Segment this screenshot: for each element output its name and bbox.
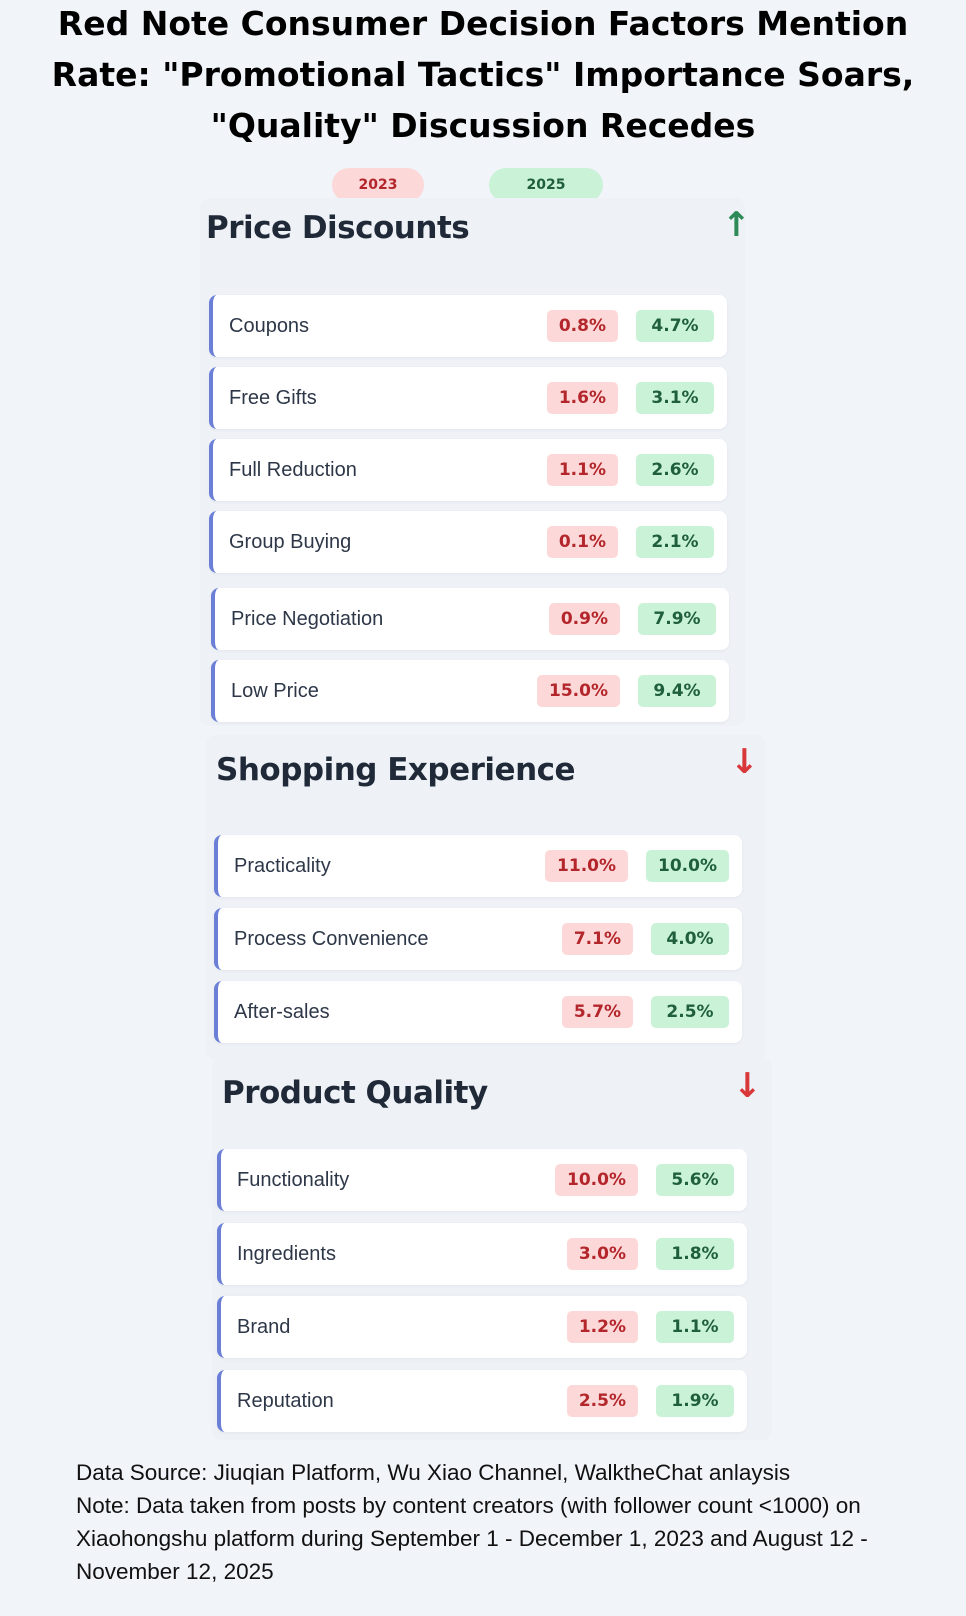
- value-2025: 1.8%: [656, 1238, 734, 1270]
- value-2023: 0.9%: [548, 603, 620, 635]
- row-label: Functionality: [237, 1168, 350, 1191]
- value-2023: 1.2%: [566, 1311, 638, 1343]
- value-2023: 0.1%: [546, 526, 618, 558]
- row-label: Process Convenience: [234, 927, 429, 950]
- value-2025: 5.6%: [656, 1164, 734, 1196]
- data-source: Data Source: Jiuqian Platform, Wu Xiao C…: [76, 1460, 791, 1485]
- footer: Data Source: Jiuqian Platform, Wu Xiao C…: [76, 1456, 946, 1588]
- legend-2023: 2023: [332, 168, 424, 202]
- value-2025: 2.1%: [636, 526, 714, 558]
- value-2023: 2.5%: [566, 1385, 638, 1417]
- row-label: Coupons: [229, 314, 310, 337]
- data-note: Note: Data taken from posts by content c…: [76, 1493, 868, 1584]
- value-2025: 3.1%: [636, 382, 714, 414]
- table-row: Coupons 0.8% 4.7%: [209, 295, 727, 357]
- value-2025: 7.9%: [638, 603, 716, 635]
- section-title: Product Quality: [222, 1075, 488, 1111]
- value-2025: 4.7%: [636, 310, 714, 342]
- row-label: Reputation: [237, 1389, 334, 1412]
- value-2025: 9.4%: [638, 675, 716, 707]
- row-label: After-sales: [234, 1000, 330, 1023]
- value-2025: 1.9%: [656, 1385, 734, 1417]
- value-2023: 0.8%: [546, 310, 618, 342]
- table-row: After-sales 5.7% 2.5%: [214, 981, 742, 1043]
- value-2023: 5.7%: [561, 996, 633, 1028]
- table-row: Brand 1.2% 1.1%: [217, 1296, 747, 1358]
- row-label: Full Reduction: [229, 458, 357, 481]
- table-row: Practicality 11.0% 10.0%: [214, 835, 742, 897]
- row-label: Low Price: [231, 679, 319, 702]
- value-2025: 2.5%: [651, 996, 729, 1028]
- chart-title: Red Note Consumer Decision Factors Menti…: [51, 4, 915, 145]
- value-2023: 11.0%: [545, 850, 629, 882]
- table-row: Process Convenience 7.1% 4.0%: [214, 908, 742, 970]
- value-2023: 1.6%: [546, 382, 618, 414]
- row-label: Ingredients: [237, 1242, 336, 1265]
- row-label: Price Negotiation: [231, 607, 384, 630]
- value-2025: 4.0%: [651, 923, 729, 955]
- table-row: Group Buying 0.1% 2.1%: [209, 511, 727, 573]
- table-row: Free Gifts 1.6% 3.1%: [209, 367, 727, 429]
- arrow-up-icon: ↑: [722, 205, 751, 245]
- arrow-down-icon: ↓: [733, 1066, 762, 1106]
- row-label: Free Gifts: [229, 386, 317, 409]
- table-row: Full Reduction 1.1% 2.6%: [209, 439, 727, 501]
- row-label: Practicality: [234, 854, 331, 877]
- value-2023: 3.0%: [566, 1238, 638, 1270]
- row-label: Group Buying: [229, 530, 352, 553]
- section-title: Shopping Experience: [216, 752, 576, 788]
- value-2023: 7.1%: [561, 923, 633, 955]
- table-row: Reputation 2.5% 1.9%: [217, 1370, 747, 1432]
- row-label: Brand: [237, 1315, 291, 1338]
- table-row: Functionality 10.0% 5.6%: [217, 1149, 747, 1211]
- value-2025: 1.1%: [656, 1311, 734, 1343]
- value-2025: 10.0%: [646, 850, 729, 882]
- legend-2025: 2025: [489, 168, 603, 202]
- table-row: Price Negotiation 0.9% 7.9%: [211, 588, 729, 650]
- value-2023: 10.0%: [555, 1164, 638, 1196]
- value-2023: 1.1%: [546, 454, 618, 486]
- section-title: Price Discounts: [206, 210, 470, 246]
- table-row: Low Price 15.0% 9.4%: [211, 660, 729, 722]
- arrow-down-icon: ↓: [730, 742, 759, 782]
- table-row: Ingredients 3.0% 1.8%: [217, 1223, 747, 1285]
- value-2023: 15.0%: [537, 675, 620, 707]
- value-2025: 2.6%: [636, 454, 714, 486]
